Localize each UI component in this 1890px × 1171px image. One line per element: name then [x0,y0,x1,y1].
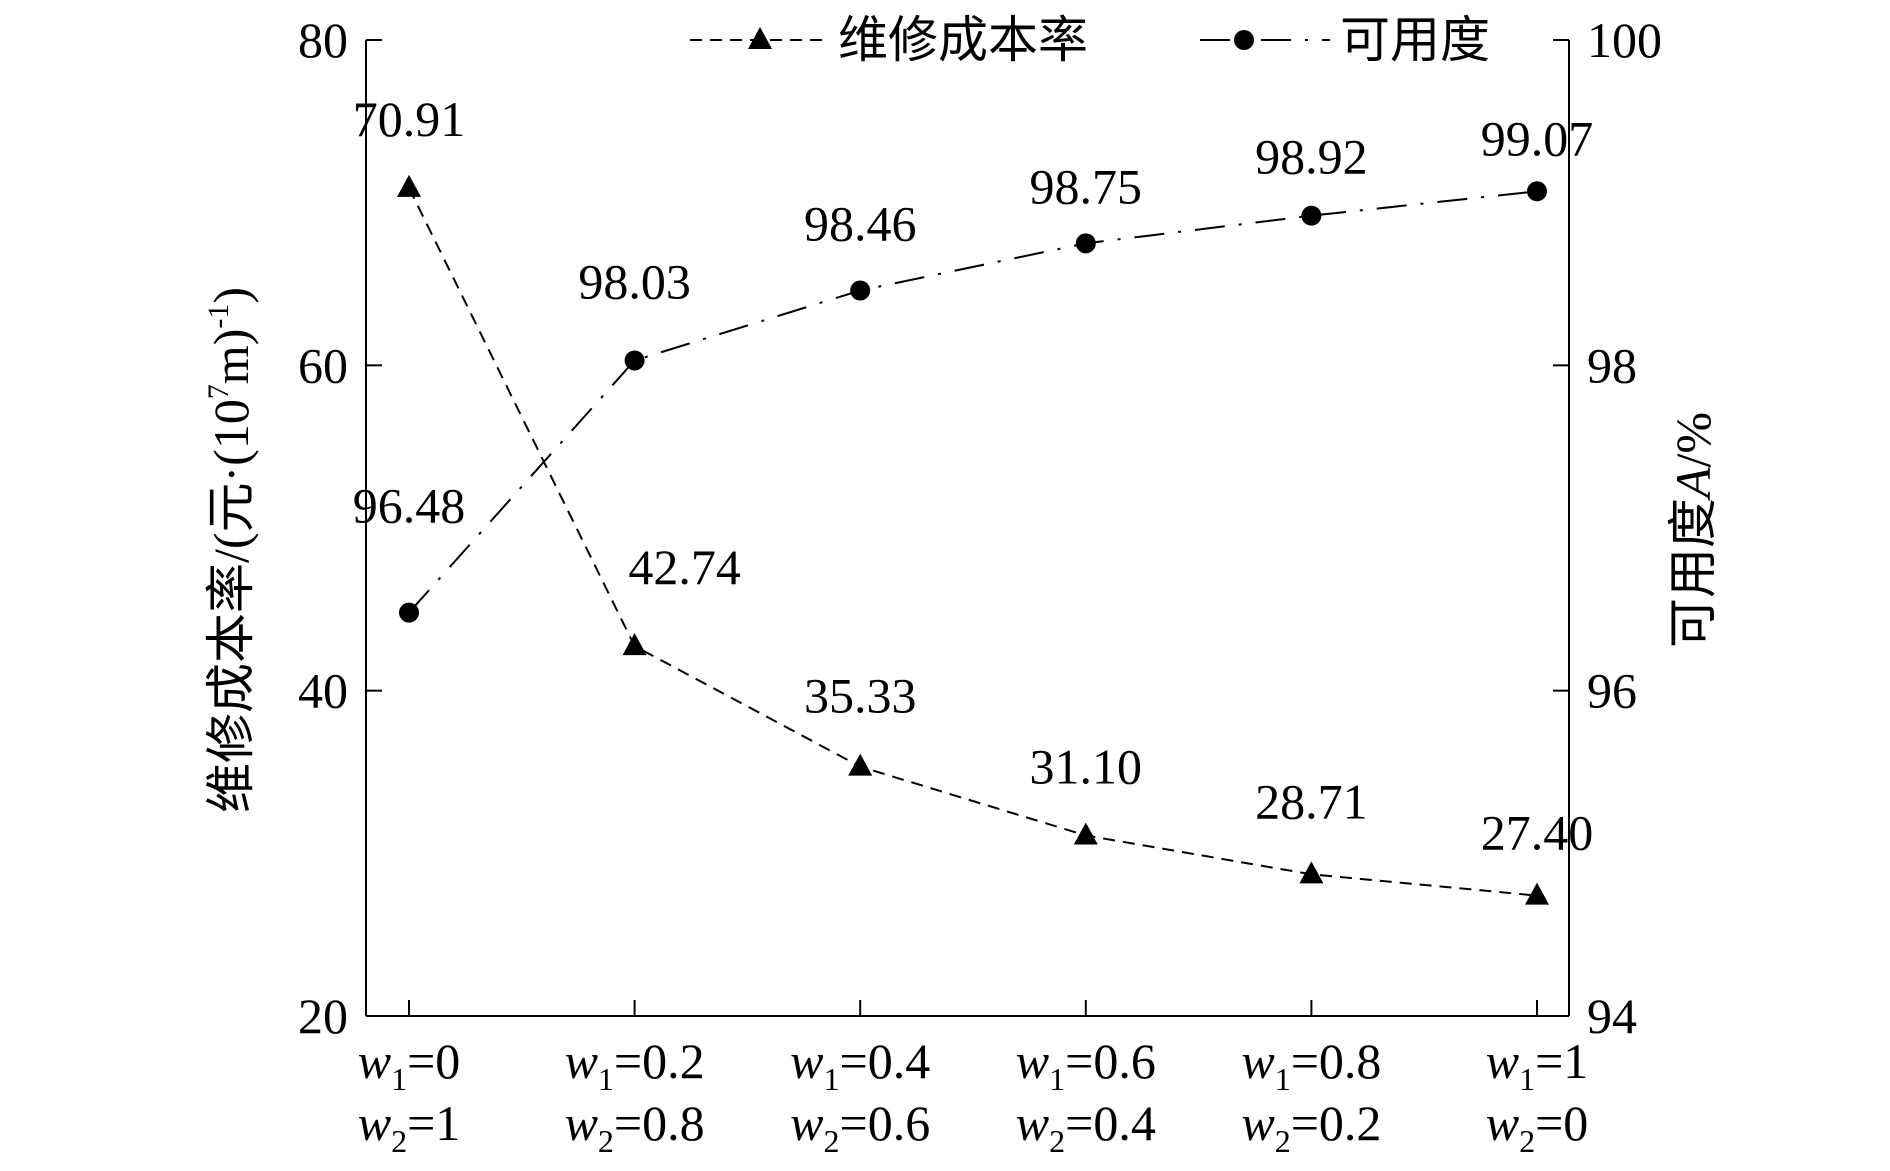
data-marker-circle [850,280,871,301]
data-label: 96.48 [353,478,466,534]
data-label: 31.10 [1030,738,1143,794]
data-marker-triangle [622,633,647,656]
left-axis-tick-label: 20 [298,988,348,1044]
x-tick-label-w2: w2=0.2 [1241,1095,1381,1159]
x-tick-label-w1: w1=0.4 [790,1033,930,1097]
x-tick-label-w1: w1=0.8 [1241,1033,1381,1097]
series-line-1 [408,187,1538,897]
data-marker-circle [399,602,419,623]
right-axis-tick-label: 96 [1587,663,1637,719]
right-axis-tick-label: 94 [1587,988,1637,1044]
right-axis-title: 可用度A/% [1665,412,1721,648]
x-tick-label-w2: w2=0.6 [790,1095,930,1159]
legend-marker-triangle [748,27,772,49]
x-tick-label-w1: w1=0 [358,1033,461,1097]
data-marker-circle [1075,233,1096,254]
x-tick-label-w2: w2=0 [1486,1095,1589,1159]
legend-label-1: 维修成本率 [838,12,1088,68]
left-axis-tick-label: 60 [298,337,348,393]
data-marker-circle [1301,205,1322,226]
x-tick-label-w2: w2=0.4 [1016,1095,1156,1159]
x-tick-label-w1: w1=1 [1486,1033,1589,1097]
data-marker-triangle [1525,882,1549,905]
data-label: 99.07 [1481,110,1594,166]
left-axis-tick-label: 40 [298,663,348,719]
series-line-2 [408,190,1538,614]
data-marker-triangle [1073,822,1098,845]
data-marker-triangle [1299,861,1324,884]
right-axis-tick-label: 98 [1587,337,1637,393]
right-axis-tick-label: 100 [1587,12,1662,68]
left-axis-title: 维修成本率/(元·(107m)-1) [202,287,259,813]
data-marker-circle [624,350,645,371]
data-label: 42.74 [628,539,741,595]
data-marker-circle [1527,181,1547,202]
data-label: 35.33 [804,668,917,724]
legend-label-2: 可用度 [1340,12,1490,68]
data-label: 28.71 [1255,773,1368,829]
data-marker-triangle [848,753,873,776]
data-label: 98.92 [1255,129,1368,185]
x-tick-label-w1: w1=0.2 [565,1033,705,1097]
x-tick-label-w1: w1=0.6 [1016,1033,1156,1097]
data-label: 98.75 [1030,158,1143,214]
x-tick-label-w2: w2=1 [358,1095,461,1159]
data-marker-triangle [397,174,421,197]
data-label: 70.91 [353,91,466,147]
legend-marker-circle [1234,30,1254,50]
data-label: 98.03 [578,253,691,309]
data-label: 98.46 [804,196,917,252]
left-axis-tick-label: 80 [298,12,348,68]
x-tick-label-w2: w2=0.8 [565,1095,705,1159]
data-label: 27.40 [1481,805,1594,861]
